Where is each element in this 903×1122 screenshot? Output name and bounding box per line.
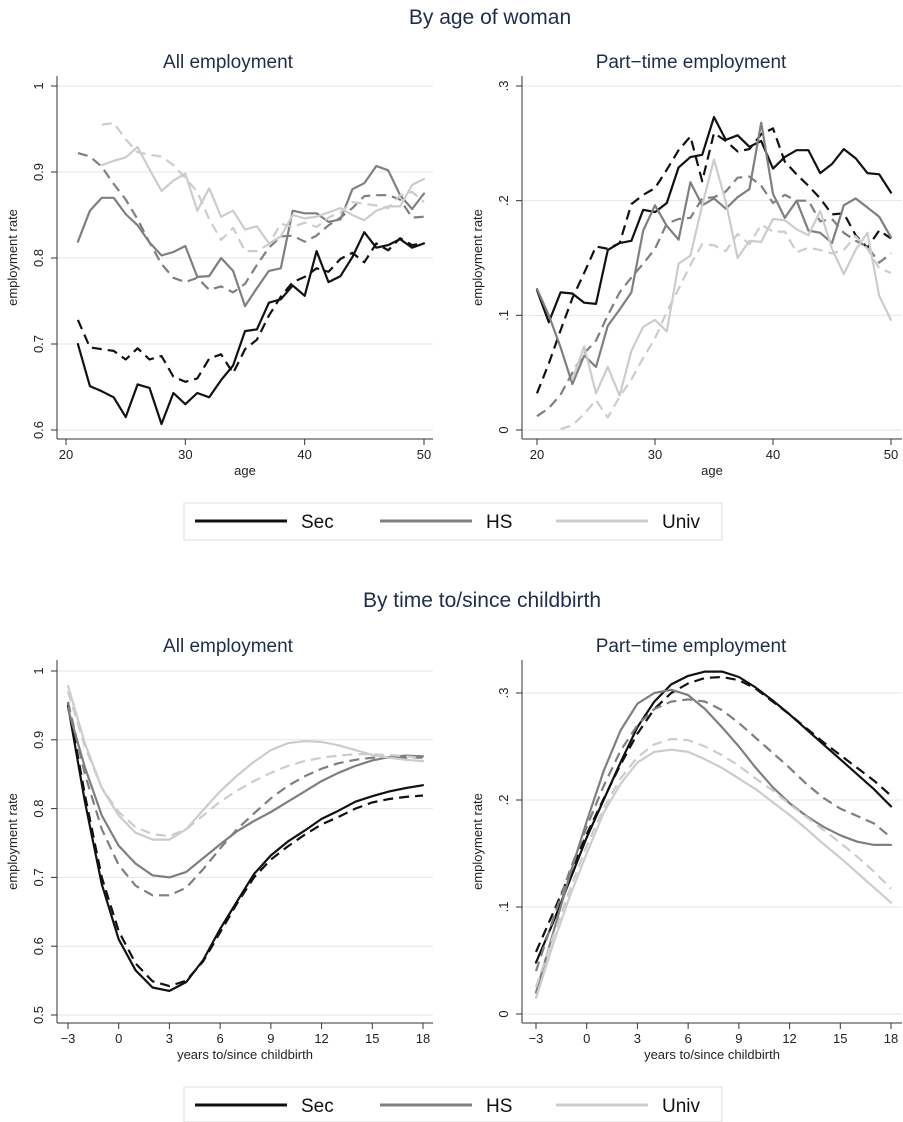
series-line-univ-solid [100, 146, 426, 245]
y-axis-label: employment rate [5, 209, 20, 306]
x-tick-label: 18 [416, 1031, 430, 1046]
y-axis-label: employment rate [470, 793, 485, 890]
x-tick-label: 9 [735, 1031, 742, 1046]
series-line-univ-solid [66, 685, 425, 841]
series-line-hs-dashed [536, 175, 892, 418]
y-tick-label: 0.8 [31, 249, 46, 267]
y-tick-label: 0.5 [31, 1006, 46, 1024]
x-tick-label: 6 [685, 1031, 692, 1046]
series-line-hs-solid [535, 121, 893, 386]
series-line-sec-solid [76, 231, 426, 426]
y-tick-label: .3 [496, 688, 511, 699]
x-tick-label: 12 [314, 1031, 328, 1046]
y-tick-label: 1 [31, 82, 46, 89]
x-tick-label: 6 [217, 1031, 224, 1046]
series-line-univ-solid [571, 158, 893, 397]
x-tick-label: 12 [782, 1031, 796, 1046]
x-axis-label: years to/since childbirth [644, 1047, 780, 1062]
legend-label-univ: Univ [662, 1096, 701, 1117]
series-line-univ-dashed [66, 691, 424, 838]
y-tick-label: 0.9 [31, 163, 46, 181]
x-tick-label: 30 [648, 447, 662, 462]
x-tick-label: 30 [178, 447, 192, 462]
legend-label-sec: Sec [301, 1096, 334, 1117]
y-tick-label: .3 [496, 81, 511, 92]
chart-childbirth-all-employment: All employment 0.5 0.6 0.7 0.8 0.9 1 −3 0 3 6 9 12 1… [5, 636, 433, 1062]
x-tick-label: 3 [166, 1031, 173, 1046]
series-line-sec-dashed [534, 675, 892, 953]
series-line-univ-dashed [560, 223, 892, 430]
section-title-childbirth: By time to/since childbirth [363, 589, 601, 612]
x-tick-label: 0 [583, 1031, 590, 1046]
y-tick-label: 0 [496, 426, 511, 433]
y-tick-label: 0 [496, 1010, 511, 1017]
y-tick-label: 1 [31, 667, 46, 674]
x-tick-label: 15 [365, 1031, 379, 1046]
y-tick-label: 0.7 [31, 335, 46, 353]
y-axis-label: employment rate [5, 793, 20, 890]
x-tick-label: −3 [61, 1031, 76, 1046]
x-axis-label: age [234, 463, 256, 478]
x-tick-label: 3 [634, 1031, 641, 1046]
legend-bottom: Sec HS Univ [183, 1086, 723, 1122]
plot-area [522, 76, 902, 439]
chart-title: Part−time employment [596, 52, 787, 73]
y-tick-label: .2 [496, 195, 511, 206]
legend-label-sec: Sec [301, 512, 334, 533]
series-line-sec-solid [66, 704, 425, 992]
legend-top: Sec HS Univ [183, 502, 723, 541]
y-tick-label: .1 [496, 902, 511, 913]
series-line-univ-dashed [101, 121, 425, 253]
legend-label-hs: HS [486, 512, 512, 533]
y-tick-label: 0.6 [31, 937, 46, 955]
series-line-hs-solid [66, 707, 425, 879]
y-axis-label: employment rate [470, 209, 485, 306]
chart-title: Part−time employment [596, 636, 787, 657]
plot-area [57, 660, 433, 1023]
x-tick-label: 50 [417, 447, 431, 462]
y-tick-label: .2 [496, 795, 511, 806]
series-line-univ-solid [534, 748, 893, 1000]
x-tick-label: 50 [884, 447, 898, 462]
series-line-hs-solid [534, 688, 893, 994]
chart-age-part-time: Part−time employment 0 .1 .2 .3 20 30 40 50 age e… [470, 52, 902, 478]
chart-childbirth-part-time: Part−time employment 0 .1 .2 .3 −3 0 3 6 9 12 15 18… [470, 636, 902, 1062]
x-tick-label: 18 [884, 1031, 898, 1046]
plot-area [522, 660, 902, 1023]
x-tick-label: 20 [59, 447, 73, 462]
y-tick-label: 0.9 [31, 731, 46, 749]
y-tick-label: 0.8 [31, 800, 46, 818]
legend-label-univ: Univ [662, 512, 701, 533]
series-line-hs-dashed [534, 698, 892, 972]
y-tick-label: .1 [496, 310, 511, 321]
x-tick-label: 0 [115, 1031, 122, 1046]
series-line-sec-dashed [66, 701, 424, 988]
x-tick-label: 40 [297, 447, 311, 462]
x-tick-label: 20 [530, 447, 544, 462]
x-tick-label: 40 [766, 447, 780, 462]
chart-age-all-employment: All employment 0.6 0.7 0.8 0.9 1 20 30 40 50 age e… [5, 52, 433, 478]
x-tick-label: 9 [267, 1031, 274, 1046]
legend-label-hs: HS [486, 1096, 512, 1117]
x-tick-label: −3 [529, 1031, 544, 1046]
chart-title: All employment [163, 636, 294, 657]
series-line-hs-dashed [77, 152, 425, 294]
series-line-hs-dashed [66, 701, 423, 897]
series-line-hs-solid [76, 164, 426, 308]
y-tick-label: 0.7 [31, 868, 46, 886]
series-line-univ-dashed [534, 737, 892, 988]
chart-title: All employment [163, 52, 294, 73]
series-line-sec-solid [535, 115, 893, 324]
x-tick-label: 15 [833, 1031, 847, 1046]
x-axis-label: years to/since childbirth [177, 1047, 313, 1062]
x-axis-label: age [701, 463, 723, 478]
y-tick-label: 0.6 [31, 421, 46, 439]
series-line-sec-dashed [76, 237, 425, 383]
section-title-age: By age of woman [409, 6, 571, 29]
